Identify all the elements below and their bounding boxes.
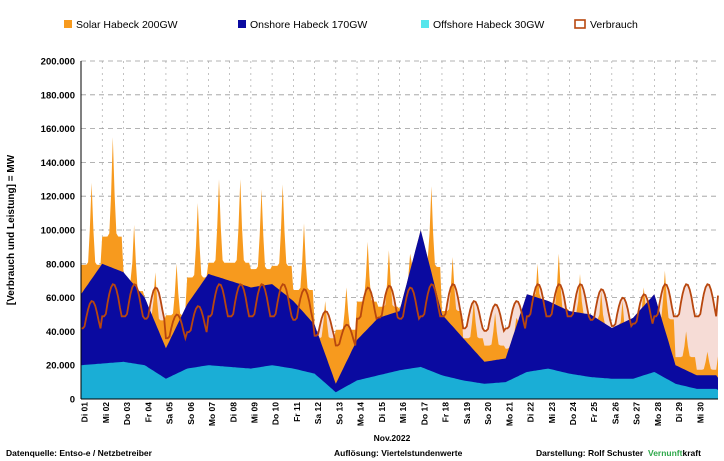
x-tick-label: So 06 xyxy=(186,402,196,425)
x-tick-label: Sa 12 xyxy=(313,402,323,424)
offshore-area xyxy=(81,361,718,399)
x-tick-label: Fr 18 xyxy=(441,402,451,423)
x-tick-label: Mi 30 xyxy=(695,402,705,424)
legend-label-verbrauch: Verbrauch xyxy=(590,19,638,31)
x-tick-label: Fr 11 xyxy=(292,402,302,422)
x-tick-label: Di 08 xyxy=(228,402,238,423)
y-tick-label: 200.000 xyxy=(41,57,75,68)
y-tick-label: 160.000 xyxy=(41,124,75,135)
footer-brand-green: Vernunft xyxy=(648,448,683,458)
legend-label-onshore: Onshore Habeck 170GW xyxy=(250,19,367,31)
footer-author: Darstellung: Rolf Schuster xyxy=(536,448,644,458)
x-tick-label: Do 03 xyxy=(122,402,132,425)
legend-swatch-verbrauch xyxy=(574,19,586,29)
x-tick-label: Do 17 xyxy=(419,402,429,425)
x-tick-label: Di 01 xyxy=(80,402,90,423)
x-tick-label: Sa 19 xyxy=(462,402,472,424)
x-tick-label: Mo 21 xyxy=(504,402,514,426)
legend-swatch-offshore xyxy=(421,20,429,28)
footer-source: Datenquelle: Entso-e / Netzbetreiber xyxy=(6,448,153,458)
x-tick-label: Fr 04 xyxy=(143,402,153,423)
x-tick-label: Mi 09 xyxy=(250,402,260,424)
x-tick-label: Fr 25 xyxy=(589,402,599,423)
y-tick-label: 60.000 xyxy=(46,293,75,304)
legend-label-solar: Solar Habeck 200GW xyxy=(76,19,178,31)
y-tick-label: 140.000 xyxy=(41,158,75,169)
x-tick-label: Mi 23 xyxy=(547,402,557,424)
x-tick-label: Do 10 xyxy=(271,402,281,425)
x-tick-label: So 27 xyxy=(632,402,642,425)
x-tick-label: Di 29 xyxy=(674,402,684,423)
y-tick-label: 0 xyxy=(70,395,75,406)
footer: Datenquelle: Entso-e / Netzbetreiber Auf… xyxy=(6,448,701,458)
x-tick-label: Mo 28 xyxy=(653,402,663,426)
y-axis-label: [Verbrauch und Leistung] = MW xyxy=(6,154,17,305)
footer-brand-black: kraft xyxy=(682,448,701,458)
legend: Solar Habeck 200GW Onshore Habeck 170GW … xyxy=(64,19,638,31)
y-tick-label: 20.000 xyxy=(46,361,75,372)
x-tick-label: So 20 xyxy=(483,402,493,425)
x-tick-label: Do 24 xyxy=(568,402,578,425)
legend-swatch-solar xyxy=(64,20,72,28)
legend-label-offshore: Offshore Habeck 30GW xyxy=(433,19,544,31)
x-tick-label: Di 22 xyxy=(526,402,536,423)
x-tick-label: Mi 16 xyxy=(398,402,408,424)
x-tick-label: Sa 26 xyxy=(611,402,621,424)
x-tick-label: Di 15 xyxy=(377,402,387,423)
y-tick-label: 80.000 xyxy=(46,259,75,270)
verbrauch-line xyxy=(81,283,719,347)
y-tick-label: 180.000 xyxy=(41,90,75,101)
legend-swatch-onshore xyxy=(238,20,246,28)
x-tick-label: Mo 07 xyxy=(207,402,217,426)
x-tick-label: Sa 05 xyxy=(165,402,175,424)
x-axis-label: Nov.2022 xyxy=(374,433,411,443)
grid xyxy=(81,60,718,399)
y-tick-labels: 0 20.000 40.000 60.000 80.000 100.000 120.000 1… xyxy=(41,57,75,406)
x-tick-label: Mo 14 xyxy=(356,402,366,426)
x-tick-labels: Di 01 Mi 02 Do 03 Fr 04 Sa 05 So 06 Mo 07 Di 08… xyxy=(80,402,706,426)
footer-resolution: Auflösung: Viertelstundenwerte xyxy=(334,448,463,458)
onshore-area xyxy=(81,230,718,399)
y-tick-label: 100.000 xyxy=(41,226,75,237)
plot-areas xyxy=(80,61,719,400)
footer-brand: Vernunftkraft xyxy=(648,448,701,458)
y-tick-label: 40.000 xyxy=(46,327,75,338)
x-tick-label: So 13 xyxy=(334,402,344,425)
x-tick-label: Mi 02 xyxy=(101,402,111,424)
y-tick-label: 120.000 xyxy=(41,192,75,203)
